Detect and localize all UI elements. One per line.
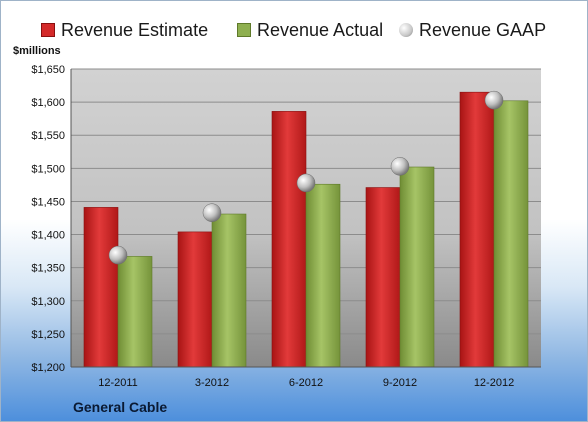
x-tick-label: 6-2012 — [289, 377, 323, 389]
y-tick-label: $1,550 — [31, 130, 65, 142]
bar-revenue-actual — [305, 183, 341, 368]
bar-revenue-actual — [493, 100, 529, 368]
y-tick-label: $1,350 — [31, 263, 65, 275]
legend-label: Revenue GAAP — [419, 19, 547, 40]
y-tick-label: $1,200 — [31, 362, 65, 374]
legend-label: Revenue Actual — [257, 19, 384, 40]
y-tick-label: $1,500 — [31, 163, 65, 175]
bar-revenue-estimate — [177, 231, 213, 368]
y-tick-label: $1,600 — [31, 97, 65, 109]
y-tick-label: $1,450 — [31, 196, 65, 208]
chart-legend: Revenue Estimate Revenue Actual Revenue … — [1, 18, 587, 42]
x-tick-label: 12-2011 — [98, 377, 138, 389]
bar-revenue-estimate — [365, 187, 401, 368]
units-label: $millions — [13, 45, 61, 57]
legend-label: Revenue Estimate — [61, 19, 209, 40]
y-tick-label: $1,250 — [31, 329, 65, 341]
marker-revenue-gaap — [202, 203, 222, 222]
legend-item-revenue-gaap: Revenue GAAP — [399, 18, 546, 42]
square-swatch-icon — [41, 23, 55, 37]
y-tick-label: $1,400 — [31, 230, 65, 242]
bar-revenue-actual — [117, 256, 153, 368]
bar-revenue-estimate — [459, 91, 495, 368]
marker-revenue-gaap — [108, 245, 128, 265]
bar-revenue-actual — [211, 213, 247, 368]
legend-item-revenue-estimate: Revenue Estimate — [41, 18, 208, 42]
marker-revenue-gaap — [484, 90, 504, 110]
bar-revenue-actual — [399, 166, 435, 368]
x-tick-label: 9-2012 — [383, 377, 417, 389]
y-tick-label: $1,650 — [31, 64, 65, 76]
square-swatch-icon — [237, 23, 251, 37]
x-tick-label: 3-2012 — [195, 377, 229, 389]
marker-revenue-gaap — [390, 157, 410, 176]
bar-revenue-estimate — [271, 111, 307, 368]
x-tick-label: 12-2012 — [474, 377, 514, 389]
bar-revenue-estimate — [83, 207, 119, 368]
legend-item-revenue-actual: Revenue Actual — [237, 18, 383, 42]
sphere-marker-icon — [399, 23, 413, 37]
marker-revenue-gaap — [296, 173, 316, 193]
company-name: General Cable — [73, 399, 168, 415]
y-tick-label: $1,300 — [31, 296, 65, 308]
